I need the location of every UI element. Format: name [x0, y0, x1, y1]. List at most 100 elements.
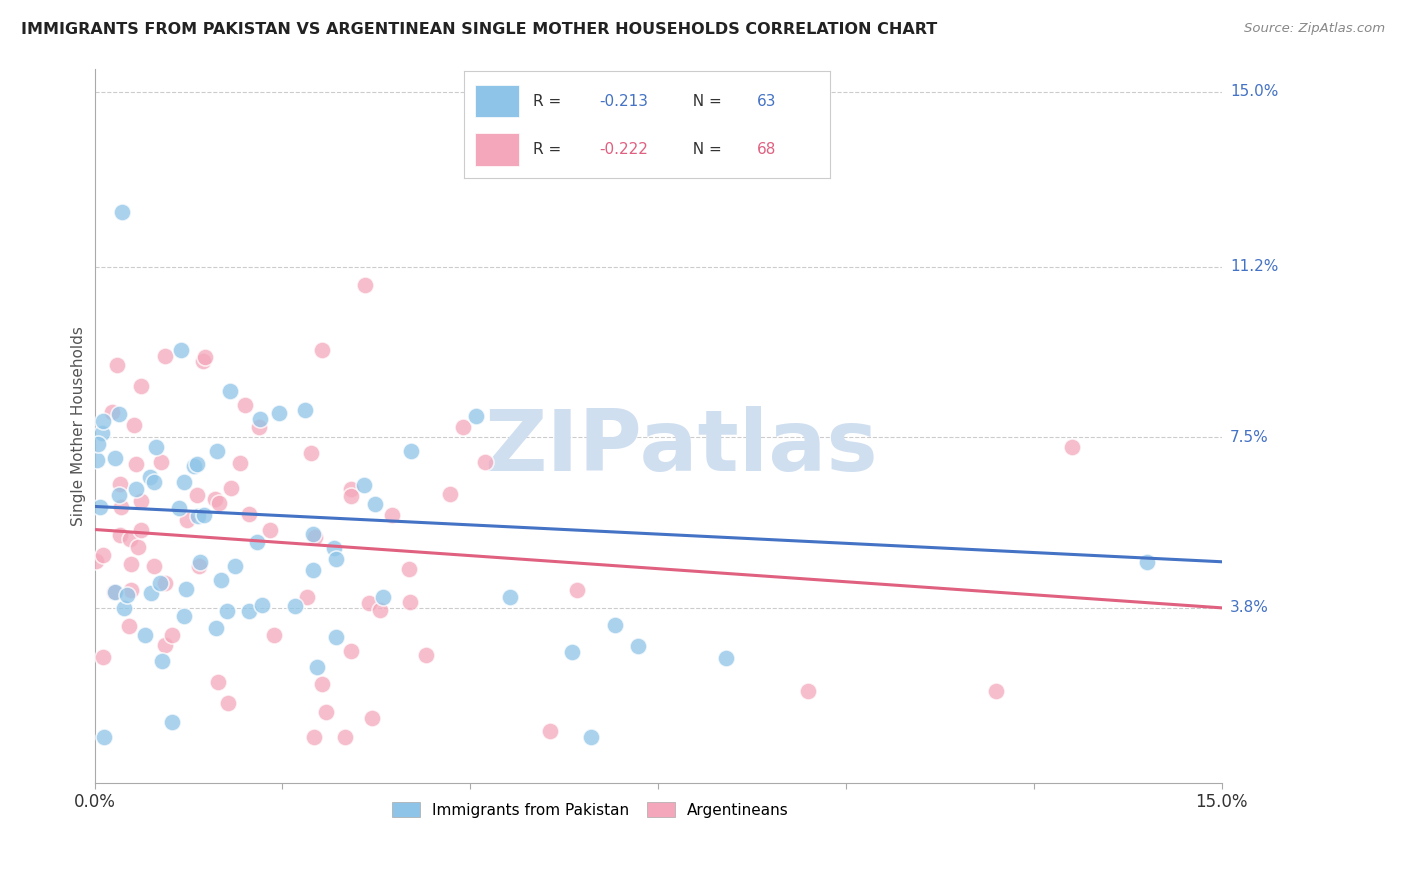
Point [565, 583, 588, 598]
Point [250, 598, 273, 612]
Point [183, 458, 205, 473]
Point [128, 541, 150, 555]
Point [129, 493, 152, 508]
Point [204, 491, 226, 506]
Point [361, 710, 384, 724]
Point [118, 618, 141, 632]
Point [249, 420, 271, 434]
Point [219, 481, 242, 495]
Point [797, 683, 820, 698]
Point [145, 440, 167, 454]
Point [142, 475, 165, 490]
Point [173, 475, 195, 490]
Point [84, 554, 107, 568]
Point [89, 500, 111, 515]
Point [188, 558, 211, 573]
Point [340, 644, 363, 658]
Point [188, 555, 211, 569]
Point [474, 455, 496, 469]
Point [103, 585, 125, 599]
Text: 11.2%: 11.2% [1230, 260, 1278, 274]
Point [381, 508, 404, 522]
Point [139, 470, 162, 484]
Point [259, 523, 281, 537]
Point [398, 562, 420, 576]
Point [149, 576, 172, 591]
FancyBboxPatch shape [475, 134, 519, 166]
Point [205, 443, 228, 458]
Point [170, 343, 193, 357]
Point [149, 455, 172, 469]
Point [311, 677, 333, 691]
Point [302, 526, 325, 541]
Text: R =: R = [533, 142, 567, 157]
Point [340, 489, 363, 503]
Point [129, 378, 152, 392]
Point [120, 582, 142, 597]
FancyBboxPatch shape [475, 86, 519, 118]
Point [167, 501, 190, 516]
Point [1060, 440, 1083, 454]
Point [415, 648, 437, 662]
Point [134, 628, 156, 642]
Point [370, 603, 392, 617]
Point [162, 628, 184, 642]
Text: 15.0%: 15.0% [1230, 84, 1278, 99]
Point [217, 697, 239, 711]
Point [561, 645, 583, 659]
Point [354, 278, 377, 293]
Point [155, 350, 177, 364]
Point [249, 412, 271, 426]
Text: ZIPatlas: ZIPatlas [484, 406, 877, 489]
Point [91, 414, 114, 428]
Point [91, 650, 114, 665]
Point [353, 478, 375, 492]
Point [87, 437, 110, 451]
Point [122, 417, 145, 432]
Point [100, 405, 122, 419]
Text: 7.5%: 7.5% [1230, 430, 1268, 445]
Point [110, 500, 132, 514]
Point [155, 638, 177, 652]
Point [108, 528, 131, 542]
Point [173, 609, 195, 624]
Point [399, 595, 422, 609]
Point [340, 482, 363, 496]
Text: N =: N = [683, 142, 727, 157]
Point [118, 533, 141, 547]
Point [307, 660, 329, 674]
Point [153, 575, 176, 590]
Point [263, 627, 285, 641]
Point [187, 509, 209, 524]
Point [120, 557, 142, 571]
Point [401, 443, 423, 458]
Point [233, 398, 256, 412]
Point [224, 558, 246, 573]
Point [104, 585, 127, 599]
Point [191, 353, 214, 368]
Point [142, 559, 165, 574]
Point [125, 483, 148, 497]
Point [125, 457, 148, 471]
Point [498, 590, 520, 604]
Text: -0.213: -0.213 [599, 94, 648, 109]
Point [186, 457, 208, 471]
Point [208, 496, 231, 510]
Point [304, 530, 326, 544]
Point [451, 420, 474, 434]
Point [301, 445, 323, 459]
Point [194, 350, 217, 364]
Point [302, 730, 325, 744]
Point [322, 541, 344, 555]
Text: 63: 63 [756, 94, 776, 109]
Point [245, 535, 267, 549]
Point [209, 573, 232, 587]
Point [93, 730, 115, 744]
Point [439, 487, 461, 501]
Point [107, 488, 129, 502]
Point [91, 425, 114, 440]
Point [315, 705, 337, 719]
Point [93, 549, 115, 563]
Text: Source: ZipAtlas.com: Source: ZipAtlas.com [1244, 22, 1385, 36]
Text: 68: 68 [756, 142, 776, 157]
